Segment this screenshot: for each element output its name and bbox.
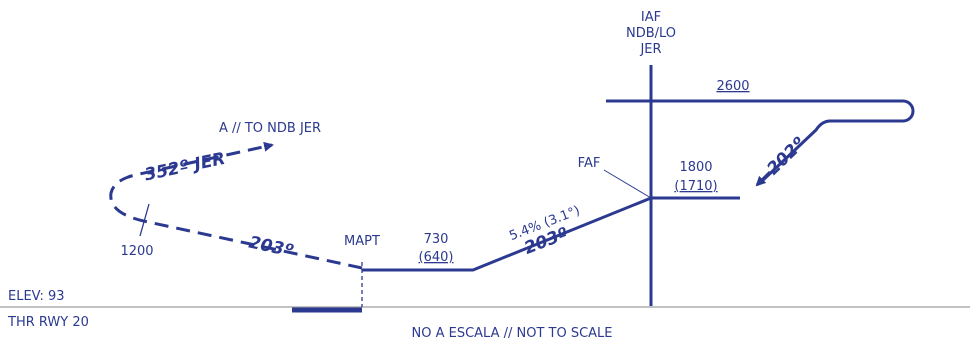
elevation-label: ELEV: 93 <box>8 289 65 304</box>
approach-profile-line <box>362 196 740 272</box>
missed-climb-altitude: 1200 <box>120 244 153 259</box>
missed-approach-path <box>109 141 363 270</box>
faf-altitude: 1800 <box>679 160 712 175</box>
iaf-label: IAF <box>641 10 661 25</box>
faf-label: FAF <box>578 156 601 171</box>
iaf-ndb-label: NDB/LO <box>626 26 676 41</box>
inbound-course-label: 202º <box>763 133 810 179</box>
faf-altitude-msl: (1710) <box>674 179 717 194</box>
missed-course-label: 203º <box>247 233 296 262</box>
faf-leader-line <box>603 169 652 199</box>
holding-altitude: 2600 <box>716 79 749 94</box>
mapt-altitude: 730 <box>424 232 449 247</box>
threshold-label: THR RWY 20 <box>7 315 89 330</box>
mapt-altitude-msl: (640) <box>419 250 454 265</box>
missed-turn-label: 352º JER <box>143 149 227 186</box>
mapt-label: MAPT <box>344 234 380 249</box>
missed-climb-tick <box>139 203 150 237</box>
holding-pattern <box>606 99 915 185</box>
holding-inbound-arrow <box>755 170 772 187</box>
not-to-scale-note: NO A ESCALA // NOT TO SCALE <box>411 326 612 341</box>
iaf-jer-label: JER <box>639 42 661 57</box>
missed-note: A // TO NDB JER <box>219 121 321 136</box>
